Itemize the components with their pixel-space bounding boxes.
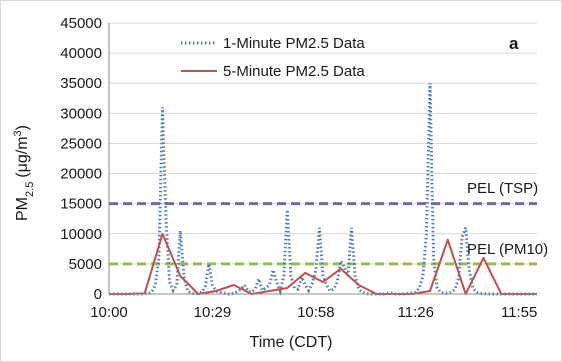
legend: 1-Minute PM2.5 Data 5-Minute PM2.5 Data — [181, 35, 365, 80]
y-axis-title-unit-sup: 3 — [12, 130, 24, 136]
x-tick-label-3: 11:26 — [398, 304, 434, 321]
y-tick-label-0: 0 — [94, 286, 102, 303]
y-tick-label-1: 5000 — [69, 256, 102, 273]
y-tick-label-3: 15000 — [60, 196, 102, 213]
y-tick-label-7: 35000 — [60, 75, 102, 92]
x-axis-title: Time (CDT) — [250, 334, 333, 351]
x-tick-label-4: 11:55 — [501, 304, 537, 321]
legend-label-1min: 1-Minute PM2.5 Data — [223, 35, 365, 52]
legend-label-5min: 5-Minute PM2.5 Data — [223, 63, 365, 80]
panel-label: a — [509, 34, 519, 53]
y-axis-title-base: PM — [14, 197, 31, 221]
y-tick-label-9: 45000 — [60, 15, 102, 32]
x-tick-label-0: 10:00 — [90, 304, 128, 321]
x-tick-labels: 10:00 10:29 10:58 11:26 11:55 — [90, 304, 537, 321]
axes — [108, 23, 537, 295]
ref-label-tsp: PEL (TSP) — [467, 180, 538, 197]
grid-lines — [109, 22, 537, 265]
x-tick-label-2: 10:58 — [297, 304, 335, 321]
y-tick-label-6: 30000 — [60, 105, 102, 122]
y-tick-labels: 0 5000 10000 15000 20000 25000 30000 35000 40000… — [60, 15, 102, 303]
y-axis-title-unit: (μg/m — [14, 136, 31, 177]
y-tick-label-2: 10000 — [60, 226, 102, 243]
x-tick-label-1: 10:29 — [194, 304, 232, 321]
y-tick-label-8: 40000 — [60, 45, 102, 62]
y-tick-label-5: 25000 — [60, 135, 102, 152]
y-tick-label-4: 20000 — [60, 166, 102, 183]
ref-label-pm10: PEL (PM10) — [467, 241, 548, 258]
series-line-0 — [109, 83, 537, 296]
y-axis-title-unit-close: ) — [14, 125, 31, 130]
y-axis-title: PM2.5 (μg/m3) — [12, 125, 36, 221]
y-axis-title-sub: 2.5 — [24, 182, 36, 197]
